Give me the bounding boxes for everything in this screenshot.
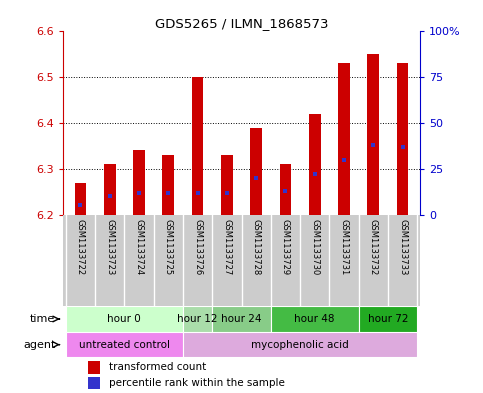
Bar [104,164,115,215]
Bar [66,306,183,332]
Bar [338,64,350,215]
Text: GSM1133723: GSM1133723 [105,219,114,275]
Bar [192,77,203,215]
Bar [183,332,417,358]
Bar [280,164,291,215]
Bar [212,306,271,332]
Bar [162,155,174,215]
Text: GSM1133730: GSM1133730 [310,219,319,275]
Bar [368,54,379,215]
Title: GDS5265 / ILMN_1868573: GDS5265 / ILMN_1868573 [155,17,328,30]
Text: GSM1133722: GSM1133722 [76,219,85,275]
Text: hour 12: hour 12 [177,314,218,324]
Text: hour 72: hour 72 [368,314,408,324]
Text: GSM1133724: GSM1133724 [134,219,143,275]
Bar [250,128,262,215]
Text: agent: agent [23,340,56,350]
Bar [183,306,212,332]
Text: GSM1133728: GSM1133728 [252,219,261,275]
Text: hour 24: hour 24 [221,314,262,324]
Text: time: time [30,314,56,324]
Text: percentile rank within the sample: percentile rank within the sample [109,378,285,388]
Text: GSM1133733: GSM1133733 [398,219,407,275]
Bar [66,332,183,358]
Text: GSM1133732: GSM1133732 [369,219,378,275]
Bar [133,151,145,215]
Text: GSM1133731: GSM1133731 [340,219,349,275]
Text: hour 0: hour 0 [107,314,141,324]
Text: GSM1133729: GSM1133729 [281,219,290,275]
Text: mycophenolic acid: mycophenolic acid [251,340,349,350]
Text: GSM1133726: GSM1133726 [193,219,202,275]
Bar [309,114,321,215]
Text: transformed count: transformed count [109,362,207,372]
Text: GSM1133727: GSM1133727 [222,219,231,275]
Bar [271,306,359,332]
Bar [359,306,417,332]
Bar [88,361,100,374]
Text: untreated control: untreated control [79,340,170,350]
Bar [88,376,100,389]
Bar [221,155,233,215]
Bar [397,64,409,215]
Text: GSM1133725: GSM1133725 [164,219,173,275]
Text: hour 48: hour 48 [295,314,335,324]
Bar [74,182,86,215]
